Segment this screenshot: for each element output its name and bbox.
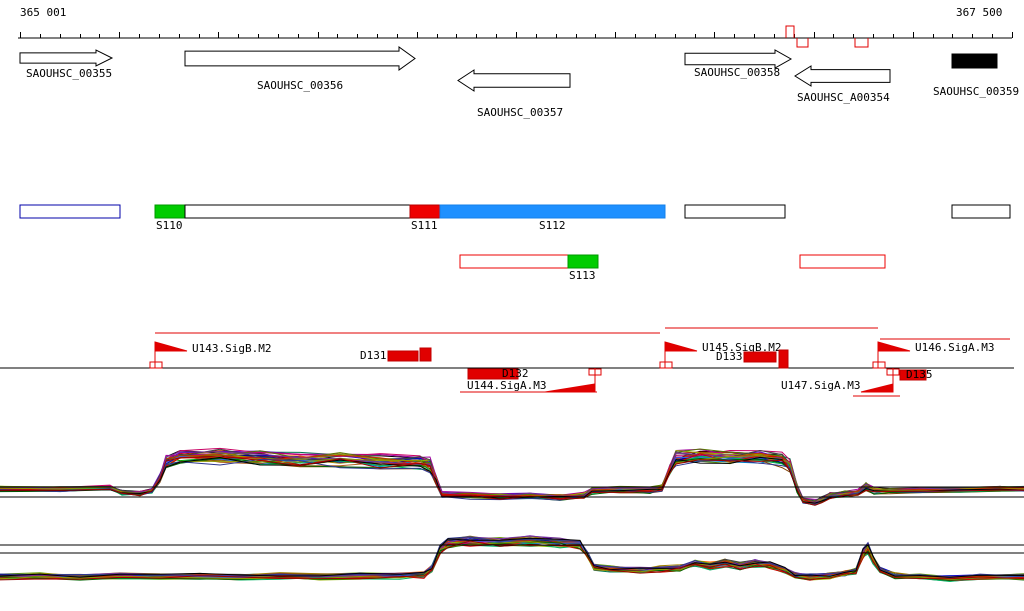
profile-series bbox=[0, 455, 1024, 506]
segment-label: S113 bbox=[569, 269, 596, 282]
terminator-box[interactable] bbox=[778, 349, 789, 369]
tss-flag-up-U145.SigB.M2[interactable] bbox=[664, 341, 698, 352]
segment-box[interactable] bbox=[951, 204, 1011, 219]
tss-base-box bbox=[872, 361, 886, 369]
ruler-red-feature bbox=[785, 25, 809, 48]
gene-label: SAOUHSC_00355 bbox=[26, 67, 112, 80]
tss-base-box bbox=[659, 361, 673, 369]
terminator-box[interactable] bbox=[419, 347, 432, 362]
ruler-end-label: 367 500 bbox=[956, 6, 1003, 19]
terminator-D135[interactable] bbox=[899, 369, 927, 381]
segment-label: S112 bbox=[539, 219, 566, 232]
segment-label: S110 bbox=[156, 219, 183, 232]
segment-box[interactable] bbox=[184, 204, 411, 219]
tss-flag-down-U144.SigA.M3[interactable] bbox=[544, 383, 596, 393]
profile-series bbox=[0, 456, 1024, 504]
tss-label: U146.SigA.M3 bbox=[915, 341, 994, 354]
profile-series bbox=[0, 451, 1024, 504]
profile-series bbox=[0, 453, 1024, 505]
gene-label: SAOUHSC_00357 bbox=[477, 106, 563, 119]
segment-track: S110 S111 S112 S113 bbox=[19, 204, 1011, 282]
segment-box[interactable] bbox=[459, 254, 569, 269]
segment-box[interactable] bbox=[684, 204, 786, 219]
terminator-label: D135 bbox=[906, 368, 933, 381]
terminator-D132[interactable] bbox=[467, 368, 519, 380]
gene-glyph-SAOUHSC_00359[interactable] bbox=[951, 53, 998, 69]
gene-glyph-SAOUHSC_00356[interactable] bbox=[184, 46, 416, 71]
tss-label: U147.SigA.M3 bbox=[781, 379, 860, 392]
tss-label: U145.SigB.M2 bbox=[702, 341, 781, 354]
segment-label: S111 bbox=[411, 219, 438, 232]
segment-S113[interactable] bbox=[567, 254, 599, 269]
profile-series bbox=[0, 537, 1024, 578]
profile-series bbox=[0, 540, 1024, 580]
segment-box[interactable] bbox=[19, 204, 121, 219]
gene-glyph-SAOUHSC_00358[interactable] bbox=[684, 49, 793, 69]
terminator-D131[interactable] bbox=[387, 350, 419, 362]
segment-S112[interactable] bbox=[439, 204, 666, 219]
gene-label: SAOUHSC_00359 bbox=[933, 85, 1019, 98]
tss-label: U143.SigB.M2 bbox=[192, 342, 271, 355]
gene-glyph-SAOUHSC_00357[interactable] bbox=[457, 69, 571, 92]
terminator-D133[interactable] bbox=[743, 351, 777, 363]
tss-flag-down-U147.SigA.M3[interactable] bbox=[860, 383, 894, 393]
segment-box[interactable] bbox=[799, 254, 886, 269]
profile-series bbox=[0, 452, 1024, 504]
gene-glyph-SAOUHSC_00355[interactable] bbox=[19, 49, 114, 67]
segment-S111[interactable] bbox=[409, 204, 441, 219]
segment-S110[interactable] bbox=[154, 204, 186, 219]
gene-track: SAOUHSC_00355 SAOUHSC_00356 SAOUHSC_00357 S… bbox=[19, 46, 1019, 119]
terminator-label: D131 bbox=[360, 349, 387, 362]
gene-label: SAOUHSC_A00354 bbox=[797, 91, 890, 104]
gene-label: SAOUHSC_00358 bbox=[694, 66, 780, 79]
gene-glyph-SAOUHSC_A00354[interactable] bbox=[794, 65, 891, 87]
ruler-start-label: 365 001 bbox=[20, 6, 67, 19]
profile-plot-2 bbox=[0, 535, 1024, 583]
profile-series bbox=[0, 450, 1024, 502]
profile-plot-1 bbox=[0, 447, 1024, 506]
tss-flag-up-U146.SigA.M3[interactable] bbox=[877, 341, 911, 352]
ruler-track bbox=[18, 25, 1013, 48]
tss-base-box bbox=[149, 361, 163, 369]
ruler-red-feature bbox=[854, 38, 869, 48]
tss-label: U144.SigA.M3 bbox=[467, 379, 546, 392]
tss-track: U143.SigB.M2 U145.SigB.M2 U146.SigA.M3 U144… bbox=[0, 327, 1014, 397]
gene-label: SAOUHSC_00356 bbox=[257, 79, 343, 92]
terminator-label: D132 bbox=[502, 367, 529, 380]
tss-flag-up-U143.SigB.M2[interactable] bbox=[154, 341, 188, 352]
terminator-label: D133 bbox=[716, 350, 743, 363]
